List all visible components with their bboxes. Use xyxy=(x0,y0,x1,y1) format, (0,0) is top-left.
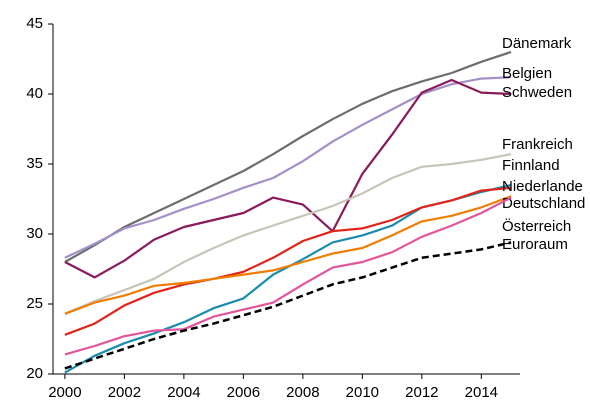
legend-label: Belgien xyxy=(502,65,552,82)
x-tick-label: 2014 xyxy=(465,384,498,401)
series-line xyxy=(64,153,512,315)
legend-label: Niederlande xyxy=(502,178,583,195)
legend-label: Schweden xyxy=(502,84,572,101)
y-tick-label: 45 xyxy=(26,15,43,32)
legend-label: Dänemark xyxy=(502,35,572,52)
series-line xyxy=(64,76,512,259)
x-tick-label: 2010 xyxy=(346,384,379,401)
x-tick-label: 2002 xyxy=(108,384,141,401)
y-tick-label: 35 xyxy=(26,155,43,172)
x-tick-label: 2012 xyxy=(405,384,438,401)
series-line xyxy=(64,78,512,279)
x-tick-label: 2004 xyxy=(167,384,200,401)
y-tick-label: 20 xyxy=(26,365,43,382)
series-line xyxy=(64,195,512,315)
legend-label: Frankreich xyxy=(502,136,573,153)
legend-label: Euroraum xyxy=(502,236,568,253)
legend-label: Finnland xyxy=(502,157,560,174)
legend-label: Österreich xyxy=(502,217,571,235)
series-line xyxy=(64,186,512,336)
series-line xyxy=(64,183,512,374)
x-tick-label: 2008 xyxy=(286,384,319,401)
y-tick-label: 30 xyxy=(26,225,43,242)
series-line xyxy=(64,241,512,370)
series-line xyxy=(64,50,512,263)
y-tick-label: 40 xyxy=(26,85,43,102)
y-tick-label: 25 xyxy=(26,295,43,312)
x-tick-label: 2006 xyxy=(227,384,260,401)
x-tick-label: 2000 xyxy=(48,384,81,401)
series-line xyxy=(64,196,512,356)
legend-label: Deutschland xyxy=(502,195,585,212)
